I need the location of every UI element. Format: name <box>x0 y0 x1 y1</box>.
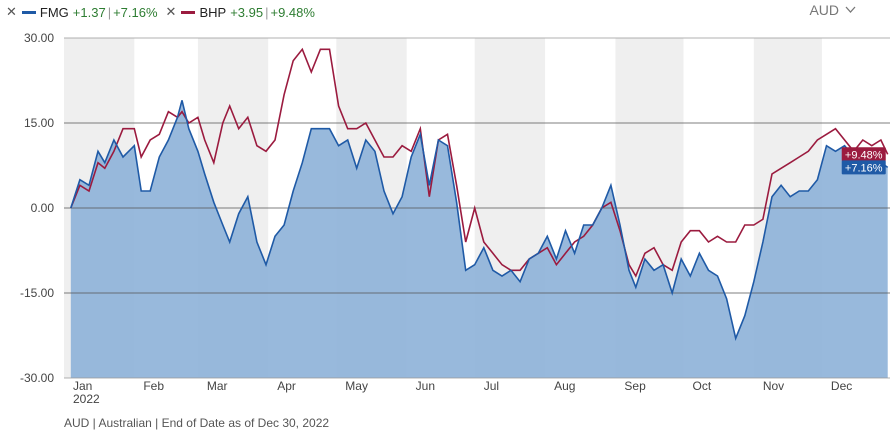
legend-bhp-pct: +9.48% <box>270 4 315 20</box>
fmg-series-line <box>70 100 889 341</box>
fmg-area <box>70 100 888 379</box>
y-tick-label: 15.00 <box>24 116 54 130</box>
x-tick-label-jul: Jul <box>484 379 499 393</box>
legend-item-fmg: ✕ FMG +1.37 | +7.16% <box>6 4 158 20</box>
x-tick-label-sep: Sep <box>624 379 646 393</box>
x-tick-label-feb: Feb <box>143 379 164 393</box>
bhp-series-line <box>70 47 889 278</box>
fmg-end-badge <box>841 160 886 175</box>
chart-legend: ✕ FMG +1.37 | +7.16% ✕ BHP +3.95 | +9.48… <box>6 3 323 21</box>
legend-bhp-name: BHP <box>199 4 227 20</box>
bhp-line-layer <box>70 47 889 278</box>
legend-fmg-separator: | <box>107 4 112 20</box>
x-tick-label-nov: Nov <box>763 379 784 393</box>
bhp-end-badge <box>841 147 886 162</box>
x-tick-label-oct: Oct <box>693 379 712 393</box>
legend-fmg-change: +1.37 <box>72 4 106 20</box>
end-value-badges: +9.48%+7.16% <box>841 147 886 175</box>
bhp-swatch <box>181 10 196 14</box>
remove-bhp-close-icon[interactable]: ✕ <box>165 4 177 19</box>
x-tick-label-may: May <box>345 379 368 393</box>
y-axis-ticks: 30.00 15.00 0.00 -15.00 -30.00 <box>20 31 54 385</box>
remove-fmg-close-icon[interactable]: ✕ <box>6 4 17 19</box>
legend-fmg-pct: +7.16% <box>113 4 158 20</box>
bhp-end-label: +9.48% <box>845 149 883 161</box>
x-tick-label-jun: Jun <box>416 379 435 393</box>
x-tick-label-apr: Apr <box>277 379 296 393</box>
y-tick-label: -30.00 <box>20 371 54 385</box>
legend-bhp-change: +3.95 <box>230 4 264 20</box>
currency-selector[interactable]: AUD <box>809 2 856 18</box>
fmg-end-label: +7.16% <box>845 162 883 174</box>
x-tick-label-jan: Jan <box>73 379 92 393</box>
chevron-down-icon <box>845 4 856 16</box>
currency-value: AUD <box>809 2 839 18</box>
chart-footer-note: AUD | Australian | End of Date as of Dec… <box>64 416 330 430</box>
x-axis-ticks: Jan Feb Mar Apr May Jun Jul Aug Sep Oct Nov Dec 2022 <box>73 379 852 406</box>
x-year-label: 2022 <box>73 392 100 406</box>
legend-bhp-separator: | <box>265 4 269 20</box>
y-tick-label: 0.00 <box>31 201 55 215</box>
y-tick-label: -15.00 <box>20 286 54 300</box>
x-tick-label-aug: Aug <box>554 379 575 393</box>
fmg-swatch <box>21 10 36 14</box>
legend-item-bhp: ✕ BHP +3.95 | +9.48% <box>166 4 315 20</box>
x-tick-label-dec: Dec <box>831 379 852 393</box>
fmg-line-layer <box>70 100 889 341</box>
y-tick-label: 30.00 <box>24 31 54 45</box>
legend-fmg-name: FMG <box>39 4 69 20</box>
fmg-area-layer <box>70 100 888 379</box>
x-tick-label-mar: Mar <box>207 379 228 393</box>
grid-lines <box>64 37 890 379</box>
price-chart[interactable]: 30.00 15.00 0.00 -15.00 -30.00 Jan Feb Mar Apr M… <box>0 0 894 410</box>
